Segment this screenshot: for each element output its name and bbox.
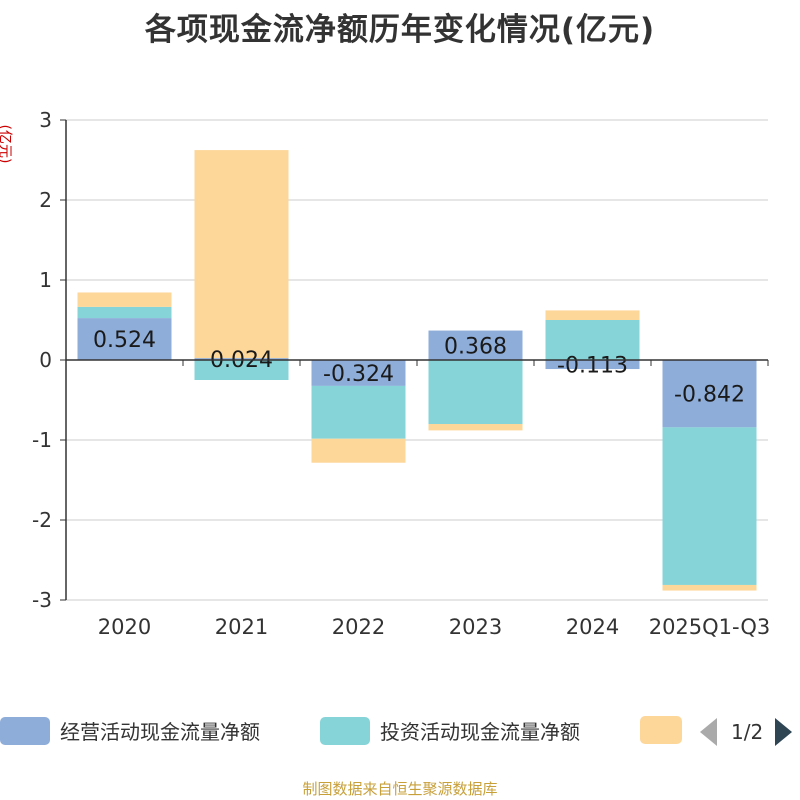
legend-item-investing[interactable]: 投资活动现金流量净额 xyxy=(320,716,580,745)
legend-item-operating[interactable]: 经营活动现金流量净额 xyxy=(0,716,260,745)
y-tick-label: 0 xyxy=(39,348,52,372)
bar-operating-2023 xyxy=(428,330,523,360)
y-tick-label: -1 xyxy=(32,428,52,452)
x-category-label: 2022 xyxy=(332,615,385,639)
bar-financing-2020 xyxy=(77,292,172,307)
bar-investing-2024 xyxy=(545,320,640,360)
data-label-2024: -0.113 xyxy=(557,354,628,379)
bar-financing-2025Q1-Q3 xyxy=(662,584,757,591)
bar-financing-2022 xyxy=(311,438,406,463)
legend-label-operating: 经营活动现金流量净额 xyxy=(60,720,260,744)
legend-prev-page-icon[interactable] xyxy=(700,718,717,746)
bar-investing-2025Q1-Q3 xyxy=(662,427,757,585)
bar-financing-2023 xyxy=(428,424,523,431)
legend-page-indicator: 1/2 xyxy=(731,720,764,744)
bar-operating-2022 xyxy=(311,360,406,386)
legend-next-page-icon[interactable] xyxy=(775,718,793,746)
cash-flow-bar-chart: -3-2-101230.5240.024-0.3240.368-0.113-0.… xyxy=(32,108,771,639)
x-category-label: 2021 xyxy=(215,615,268,639)
bar-operating-2025Q1-Q3 xyxy=(662,360,757,428)
x-category-label: 2025Q1-Q3 xyxy=(649,615,771,639)
bar-financing-2024 xyxy=(545,310,640,320)
legend-item-financing[interactable] xyxy=(640,716,682,744)
y-tick-label: -3 xyxy=(32,588,52,612)
legend-swatch-operating xyxy=(0,716,50,745)
x-category-label: 2024 xyxy=(566,615,619,639)
y-tick-label: 1 xyxy=(39,268,52,292)
bar-operating-2020 xyxy=(77,318,172,360)
bar-operating-2024 xyxy=(545,360,640,370)
data-source-note: 制图数据来自恒生聚源数据库 xyxy=(302,780,498,798)
data-label-2020: 0.524 xyxy=(93,328,156,353)
bar-investing-2023 xyxy=(428,360,523,424)
legend: 经营活动现金流量净额 投资活动现金流量净额 1/2 xyxy=(0,716,800,752)
bar-operating-2021 xyxy=(194,358,289,360)
bar-investing-2022 xyxy=(311,385,406,439)
legend-pager: 1/2 xyxy=(700,718,793,746)
x-category-label: 2023 xyxy=(449,615,502,639)
y-tick-label: 2 xyxy=(39,188,52,212)
legend-label-investing: 投资活动现金流量净额 xyxy=(380,720,580,744)
y-tick-label: -2 xyxy=(32,508,52,532)
y-tick-label: 3 xyxy=(39,108,52,132)
x-category-label: 2020 xyxy=(98,615,151,639)
bar-investing-2020 xyxy=(77,306,172,319)
legend-swatch-investing xyxy=(320,716,370,745)
bar-financing-2021 xyxy=(194,150,289,359)
data-label-2022: -0.324 xyxy=(323,362,394,387)
data-label-2023: 0.368 xyxy=(444,334,507,359)
chart-title: 各项现金流净额历年变化情况(亿元) xyxy=(144,12,656,48)
data-label-2025Q1-Q3: -0.842 xyxy=(674,383,745,408)
legend-swatch-financing xyxy=(640,716,682,744)
bar-investing-2021 xyxy=(194,360,289,380)
